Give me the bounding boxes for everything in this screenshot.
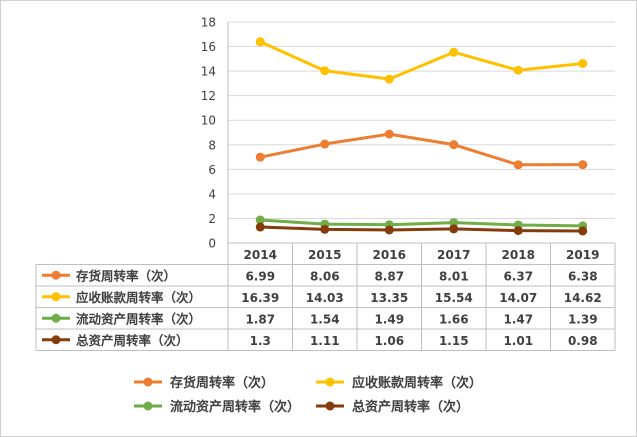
data-point	[578, 226, 588, 236]
table-series-name: 总资产周转率（次）	[76, 333, 189, 348]
table-cell-value: 8.06	[310, 269, 340, 283]
data-point	[449, 224, 459, 234]
data-point	[384, 74, 394, 84]
legend-marker	[143, 401, 153, 411]
table-legend-marker	[51, 335, 61, 345]
y-tick-label: 6	[208, 163, 216, 177]
table-cell-value: 1.11	[310, 334, 340, 348]
legend-label: 流动资产周转率（次）	[170, 399, 300, 415]
legend-label: 存货周转率（次）	[170, 375, 274, 391]
table-cell-value: 15.54	[435, 291, 473, 305]
x-tick-label: 2016	[373, 248, 406, 262]
table-cell-value: 6.38	[568, 269, 598, 283]
y-tick-label: 2	[208, 212, 216, 226]
legend-marker	[325, 401, 335, 411]
data-point	[449, 140, 459, 150]
y-tick-label: 14	[201, 65, 216, 79]
table-cell-value: 1.06	[374, 334, 404, 348]
plot-series	[255, 37, 588, 236]
table-cell-value: 1.3	[250, 334, 271, 348]
data-point	[449, 47, 459, 57]
data-point	[449, 218, 459, 228]
legend: 存货周转率（次） 应收账款周转率（次） 流动资产周转率（次） 总资产周转率（次）	[134, 375, 482, 415]
table-cell-value: 1.15	[439, 334, 469, 348]
y-tick-label: 10	[201, 114, 216, 128]
table-cell-value: 0.98	[568, 334, 598, 348]
table-cell-value: 8.01	[439, 269, 469, 283]
table-cell-value: 16.39	[241, 291, 279, 305]
series-line	[259, 132, 583, 167]
table-cell-value: 13.35	[370, 291, 408, 305]
table-cell-value: 14.03	[306, 291, 344, 305]
table-cell-value: 1.87	[245, 312, 275, 326]
y-tick-label: 18	[201, 16, 216, 30]
series-line	[260, 225, 583, 233]
x-tick-label: 2019	[566, 248, 599, 262]
data-point	[513, 65, 523, 75]
table-cell-value: 14.07	[499, 291, 537, 305]
legend-marker	[143, 377, 153, 387]
series-line	[260, 218, 583, 228]
y-tick-label: 16	[201, 40, 216, 54]
table-cell-value: 6.37	[503, 269, 533, 283]
data-point	[578, 58, 588, 68]
legend-label: 应收账款周转率（次）	[352, 375, 482, 391]
table-cell-value: 1.66	[439, 312, 469, 326]
table-cell-value: 1.39	[568, 312, 598, 326]
table-cell-value: 1.54	[310, 312, 340, 326]
data-point	[255, 215, 265, 225]
y-tick-label: 8	[208, 138, 216, 152]
table-legend-marker	[51, 313, 61, 323]
table-cell-value: 8.87	[374, 269, 404, 283]
data-point	[320, 139, 330, 149]
gridlines	[227, 21, 615, 243]
x-tick-label: 2015	[308, 248, 341, 262]
data-point	[255, 222, 265, 232]
table-cell-value: 1.49	[374, 312, 404, 326]
y-tick-label: 12	[201, 89, 216, 103]
data-table: 2014 2015 2016 2017 2018 2019 存货周转率（次） 6.99 8.06…	[35, 242, 616, 351]
legend-label: 总资产周转率（次）	[352, 399, 469, 415]
table-series-name: 流动资产周转率（次）	[76, 311, 201, 326]
legend-marker	[325, 377, 335, 387]
y-tick-label: 4	[208, 187, 216, 201]
x-tick-label: 2018	[502, 248, 535, 262]
table-cell-value: 6.99	[245, 269, 275, 283]
data-point	[384, 129, 394, 139]
x-tick-label: 2017	[437, 248, 470, 262]
data-point	[384, 225, 394, 235]
table-legend-marker	[51, 270, 61, 280]
data-point	[513, 160, 523, 170]
table-cell-value: 1.47	[503, 312, 533, 326]
x-tick-label: 2014	[244, 248, 277, 262]
data-point	[578, 160, 588, 170]
table-series-name: 应收账款周转率（次）	[76, 290, 201, 305]
table-cell-value: 14.62	[564, 291, 602, 305]
table-legend-marker	[51, 292, 61, 302]
data-point	[320, 224, 330, 234]
table-series-name: 存货周转率（次）	[75, 268, 176, 283]
data-point	[513, 226, 523, 236]
data-point	[320, 66, 330, 76]
y-tick-label: 0	[208, 237, 216, 251]
data-point	[255, 152, 265, 162]
data-point	[255, 37, 265, 47]
series-line	[259, 40, 583, 81]
y-axis: 0 2 4 6 8 10 12 14 16 18	[201, 16, 216, 251]
table-cell-value: 1.01	[503, 334, 533, 348]
